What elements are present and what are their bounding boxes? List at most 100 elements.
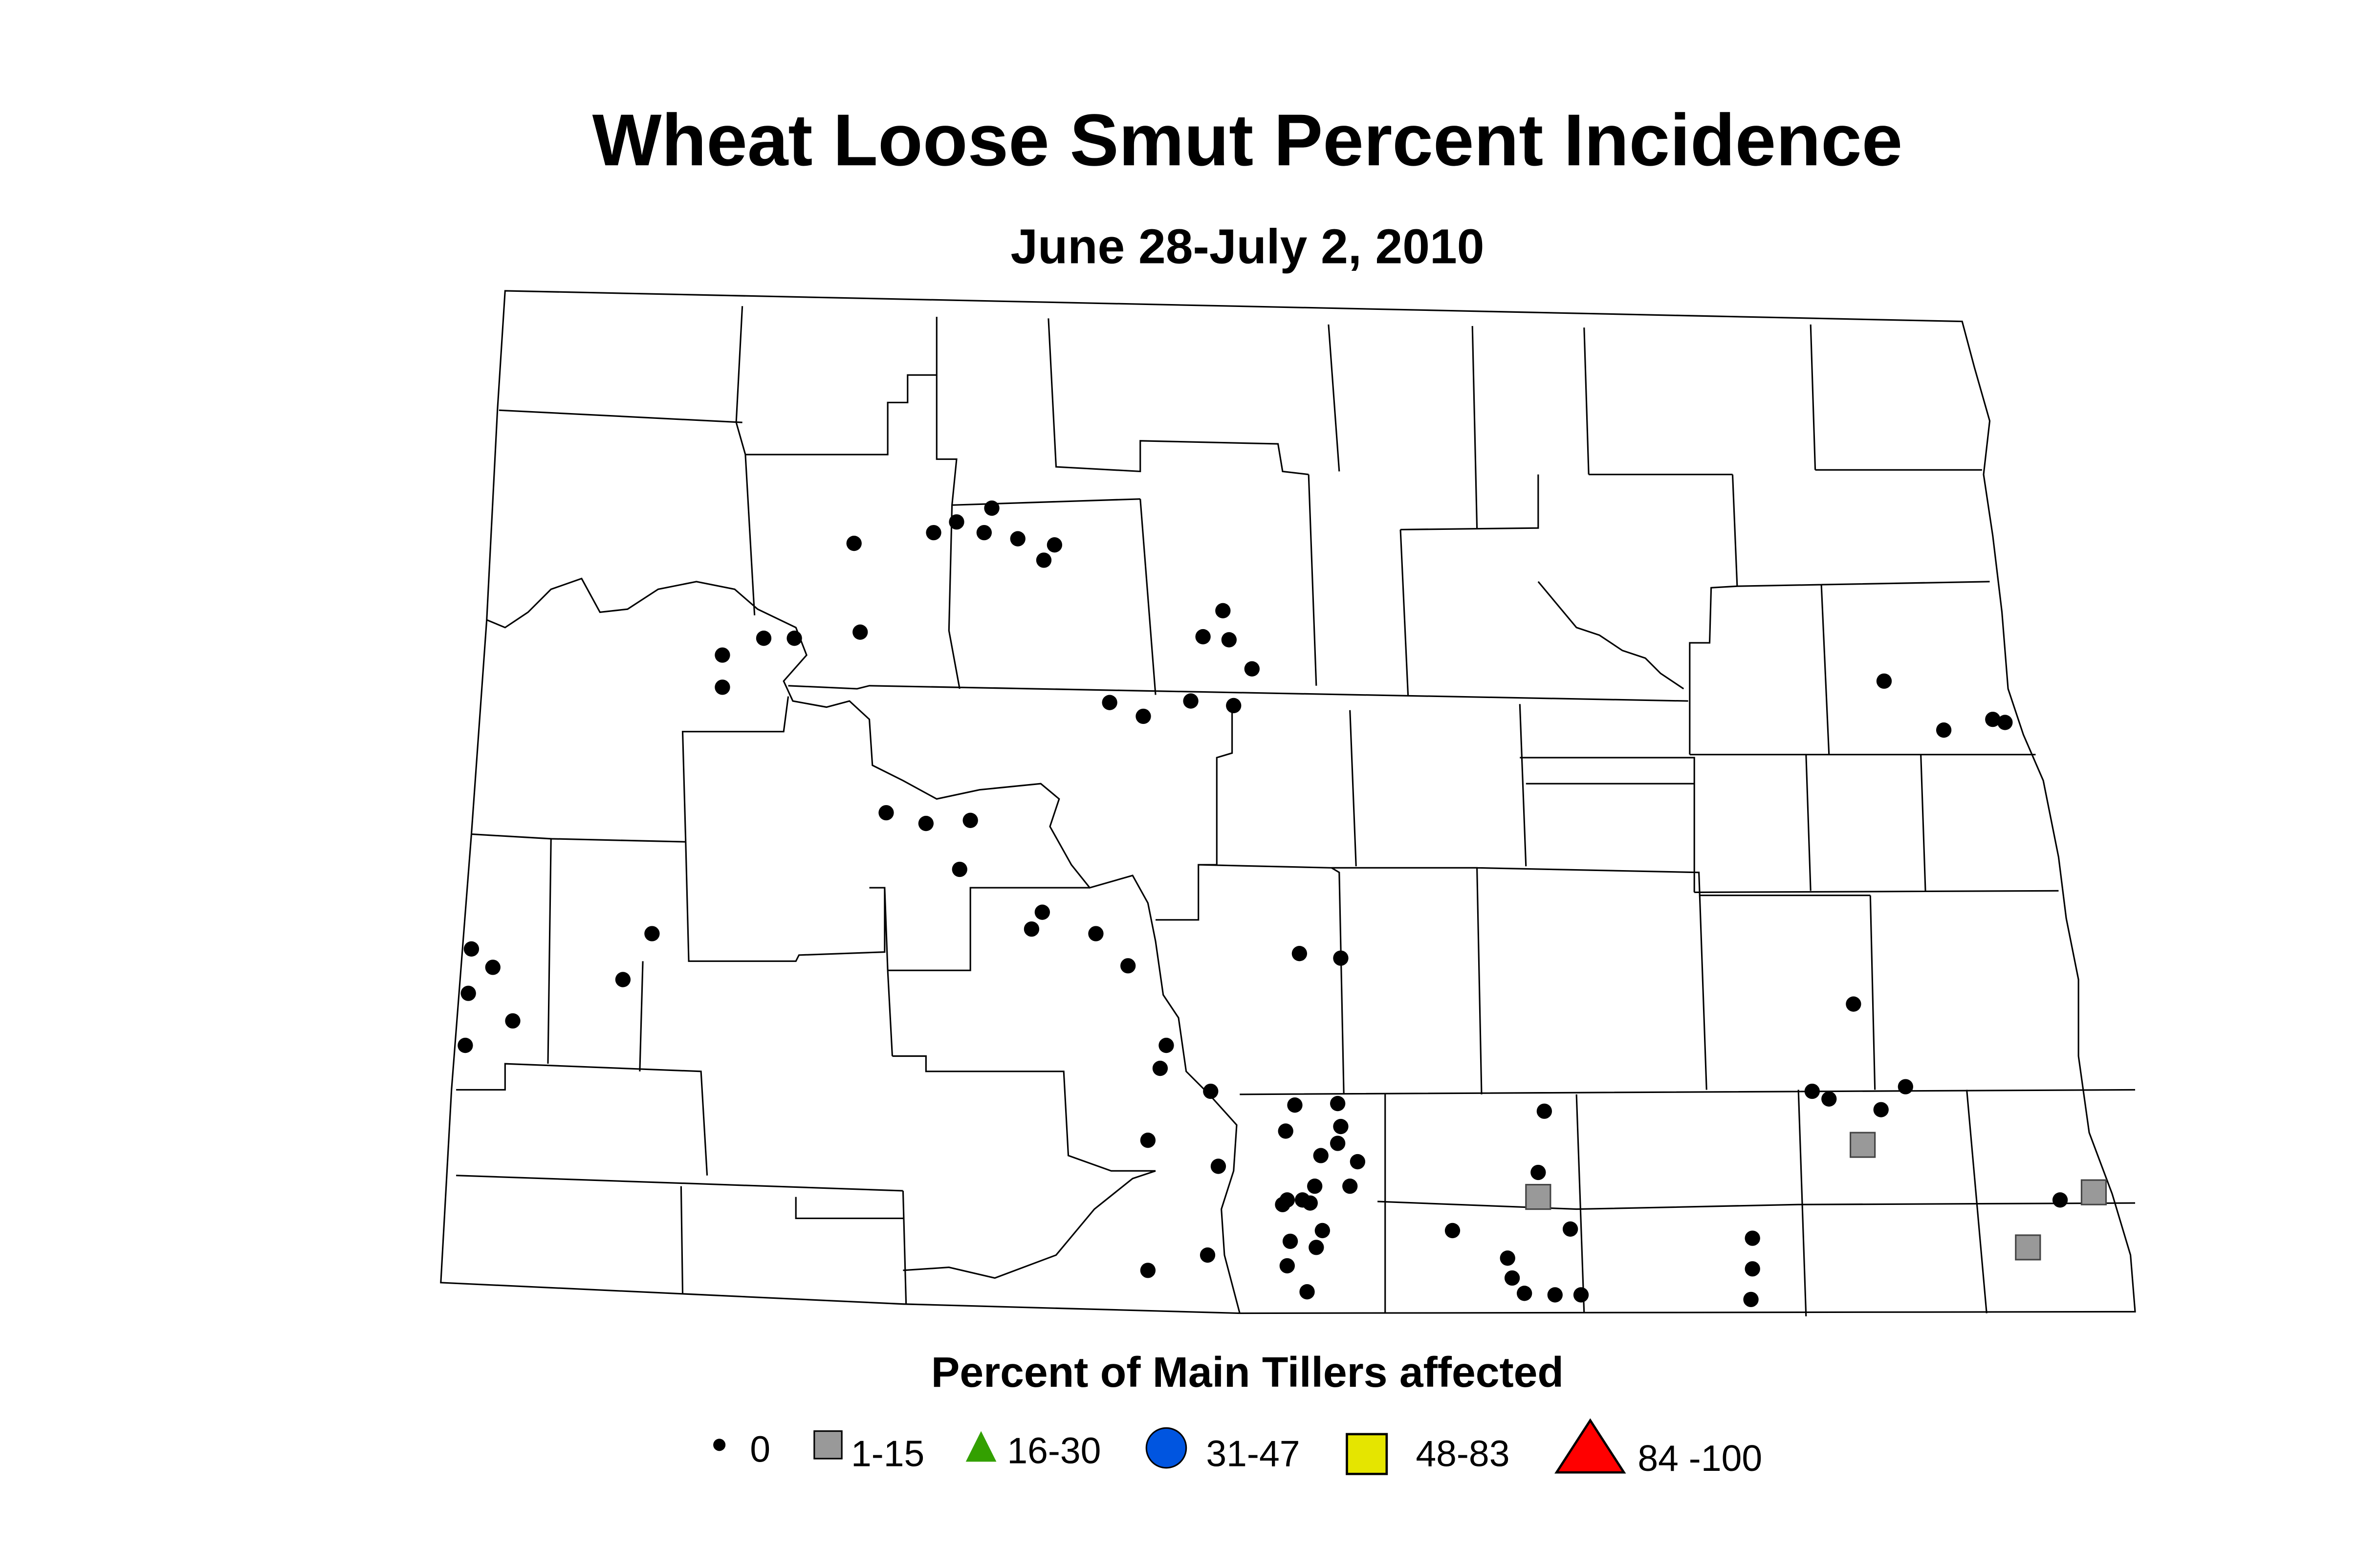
site-marker-0 xyxy=(1985,711,2001,727)
site-marker-0 xyxy=(1279,1258,1295,1274)
site-marker-0 xyxy=(786,631,802,646)
site-marker-0 xyxy=(1314,1223,1331,1239)
site-marker-0 xyxy=(1444,1223,1461,1239)
site-marker-0 xyxy=(1282,1233,1298,1249)
site-marker-0 xyxy=(463,941,480,957)
site-marker-0 xyxy=(1047,537,1063,553)
site-marker-0 xyxy=(1745,1230,1760,1246)
site-marker-0 xyxy=(485,960,501,975)
site-marker-0 xyxy=(1804,1083,1820,1099)
site-marker-0 xyxy=(1309,1240,1324,1255)
site-marker-0 xyxy=(715,679,730,695)
site-marker-0 xyxy=(1036,552,1052,568)
site-marker-0 xyxy=(1562,1221,1578,1237)
state-outline xyxy=(440,290,2136,1314)
legend-icon-5 xyxy=(1554,1418,1626,1474)
site-marker-1-15 xyxy=(1850,1132,1876,1158)
site-marker-0 xyxy=(1745,1261,1760,1277)
site-marker-0 xyxy=(1215,603,1231,618)
legend-icon-4 xyxy=(1346,1433,1388,1475)
site-marker-0 xyxy=(1034,904,1050,920)
legend: Percent of Main Tillers affected 0 1-15 … xyxy=(713,1348,1762,1479)
site-marker-0 xyxy=(1342,1178,1358,1194)
legend-icon-1 xyxy=(813,1430,843,1460)
site-marker-0 xyxy=(1313,1148,1329,1163)
site-marker-0 xyxy=(984,500,1000,516)
site-marker-0 xyxy=(1010,531,1026,546)
legend-title: Percent of Main Tillers affected xyxy=(931,1348,1564,1396)
site-marker-1-15 xyxy=(2015,1234,2041,1261)
site-marker-0 xyxy=(644,926,660,941)
site-marker-0 xyxy=(1876,673,1892,689)
site-marker-0 xyxy=(1333,950,1349,966)
site-marker-0 xyxy=(1517,1286,1532,1301)
site-marker-0 xyxy=(1350,1154,1366,1170)
site-marker-0 xyxy=(1158,1037,1174,1053)
survey-sites xyxy=(458,500,2107,1308)
site-marker-0 xyxy=(615,972,631,987)
site-marker-0 xyxy=(1530,1164,1546,1180)
county-lines xyxy=(456,306,2136,1316)
site-marker-0 xyxy=(1140,1133,1156,1148)
site-marker-0 xyxy=(976,525,992,541)
site-marker-0 xyxy=(1743,1291,1759,1308)
legend-label-4: 48-83 xyxy=(1416,1433,1509,1474)
site-marker-0 xyxy=(949,514,964,530)
site-marker-0 xyxy=(926,525,941,541)
legend-icon-2 xyxy=(965,1431,997,1462)
site-marker-0 xyxy=(1152,1060,1168,1076)
site-marker-0 xyxy=(1210,1159,1226,1174)
site-marker-0 xyxy=(846,535,862,551)
site-marker-0 xyxy=(1135,708,1151,724)
site-marker-0 xyxy=(1291,946,1308,962)
site-marker-0 xyxy=(918,815,934,831)
site-marker-0 xyxy=(1302,1195,1318,1211)
site-marker-0 xyxy=(1140,1263,1156,1278)
site-marker-0 xyxy=(1504,1270,1520,1286)
site-marker-0 xyxy=(1278,1123,1293,1139)
site-marker-0 xyxy=(2052,1192,2068,1208)
site-marker-0 xyxy=(1936,722,1952,738)
site-marker-0 xyxy=(1203,1083,1219,1099)
site-marker-0 xyxy=(1333,1118,1349,1135)
site-marker-0 xyxy=(1846,996,1861,1012)
site-marker-0 xyxy=(1547,1287,1563,1303)
legend-label-5: 84 -100 xyxy=(1638,1438,1762,1479)
site-marker-0 xyxy=(1244,661,1260,677)
site-marker-0 xyxy=(1500,1250,1515,1266)
site-marker-0 xyxy=(1088,926,1104,941)
site-marker-0 xyxy=(458,1037,473,1053)
site-marker-0 xyxy=(1330,1095,1346,1112)
map-subtitle: June 28-July 2, 2010 xyxy=(1010,219,1484,274)
legend-label-3: 31-47 xyxy=(1206,1433,1300,1474)
legend-icon-3 xyxy=(1145,1427,1187,1469)
site-marker-0 xyxy=(1120,958,1136,974)
site-marker-0 xyxy=(1821,1091,1837,1107)
site-marker-0 xyxy=(962,812,978,828)
site-marker-0 xyxy=(952,861,967,877)
site-marker-0 xyxy=(1873,1102,1889,1117)
site-marker-0 xyxy=(1195,629,1211,645)
site-marker-0 xyxy=(1183,693,1199,709)
site-marker-0 xyxy=(1102,695,1117,710)
site-marker-0 xyxy=(1330,1136,1346,1151)
site-marker-0 xyxy=(1275,1197,1290,1212)
site-marker-1-15 xyxy=(1525,1183,1551,1210)
site-marker-0 xyxy=(1307,1178,1323,1194)
site-marker-0 xyxy=(505,1013,521,1029)
site-marker-0 xyxy=(878,805,894,821)
legend-icon-0 xyxy=(713,1439,726,1451)
site-marker-0 xyxy=(1573,1287,1589,1303)
site-marker-0 xyxy=(756,631,772,646)
site-marker-0 xyxy=(1024,921,1040,937)
map-title: Wheat Loose Smut Percent Incidence xyxy=(592,99,1903,181)
site-marker-0 xyxy=(715,647,730,663)
site-marker-0 xyxy=(1221,632,1237,648)
site-marker-1-15 xyxy=(2080,1179,2107,1205)
site-marker-0 xyxy=(1299,1284,1315,1300)
legend-label-0: 0 xyxy=(750,1428,770,1469)
site-marker-0 xyxy=(460,985,476,1001)
site-marker-0 xyxy=(1287,1097,1303,1113)
site-marker-0 xyxy=(1997,715,2013,730)
